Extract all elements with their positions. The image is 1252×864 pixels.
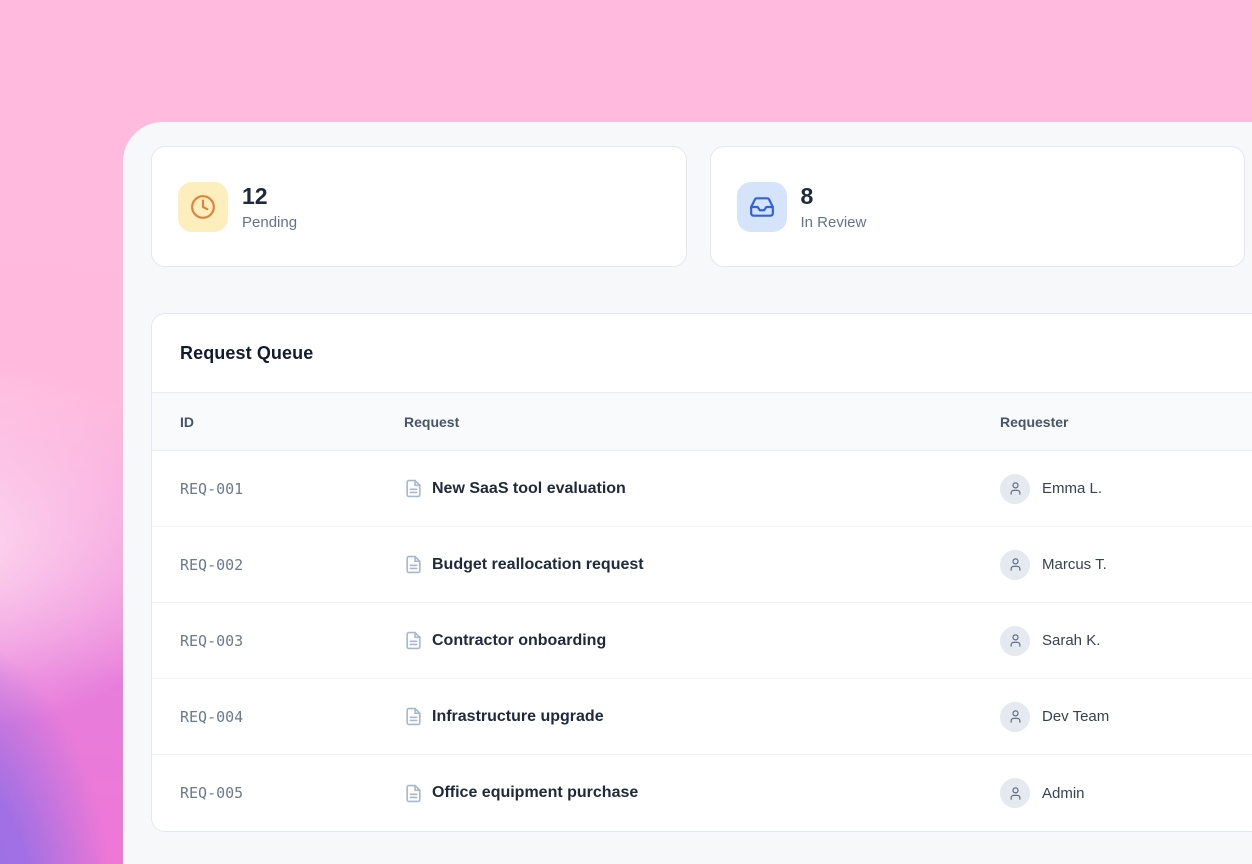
requester-name: Sarah K. xyxy=(1042,632,1101,649)
requester-name: Emma L. xyxy=(1042,480,1103,497)
table-row[interactable]: REQ-003 Contractor onboarding xyxy=(152,603,1252,679)
table-row[interactable]: REQ-001 New SaaS tool evaluation xyxy=(152,451,1252,527)
file-text-icon xyxy=(404,479,423,498)
stat-card-pending: 12 Pending xyxy=(151,146,687,267)
requester-name: Marcus T. xyxy=(1042,556,1107,573)
request-id: REQ-004 xyxy=(180,707,244,726)
requester-name: Dev Team xyxy=(1042,708,1110,725)
table-row[interactable]: REQ-002 Budget reallocation request xyxy=(152,527,1252,603)
file-text-icon xyxy=(404,707,423,726)
requester-cell: Sarah K. xyxy=(1000,625,1252,656)
request-queue-card: Request Queue ID Request Requester REQ-0… xyxy=(151,313,1252,832)
request-id: REQ-001 xyxy=(180,479,244,498)
requester-cell: Dev Team xyxy=(1000,701,1252,732)
requester-name: Admin xyxy=(1042,784,1085,802)
request-id: REQ-003 xyxy=(180,631,244,650)
user-avatar-icon xyxy=(1000,549,1030,580)
table-row[interactable]: REQ-004 Infrastructure upgrade xyxy=(152,679,1252,755)
file-text-icon xyxy=(404,784,423,803)
main-content: 12 Pending 8 In Review xyxy=(151,146,1252,832)
request-cell: Infrastructure upgrade xyxy=(404,707,1000,726)
request-id: REQ-002 xyxy=(180,555,244,574)
request-cell: Contractor onboarding xyxy=(404,631,1000,650)
request-title: Office equipment purchase xyxy=(432,784,639,801)
stat-text-in-review: 8 In Review xyxy=(801,182,867,231)
file-text-icon xyxy=(404,631,423,650)
stat-text-pending: 12 Pending xyxy=(242,182,297,231)
file-text-icon xyxy=(404,555,423,574)
stats-row: 12 Pending 8 In Review xyxy=(151,146,1245,267)
user-avatar-icon xyxy=(1000,778,1030,808)
in-review-count: 8 xyxy=(800,183,814,210)
request-title: Budget reallocation request xyxy=(432,555,644,573)
table-header-row: ID Request Requester xyxy=(152,393,1252,451)
clock-icon xyxy=(178,181,228,232)
column-header-requester: Requester xyxy=(1000,413,1069,430)
app-panel: 12 Pending 8 In Review xyxy=(123,122,1252,864)
requester-cell: Admin xyxy=(1000,778,1252,808)
request-cell: Budget reallocation request xyxy=(404,555,1000,574)
request-title: New SaaS tool evaluation xyxy=(432,479,626,497)
pending-count: 12 xyxy=(242,183,268,210)
user-avatar-icon xyxy=(1000,701,1030,732)
request-title: Infrastructure upgrade xyxy=(432,707,604,725)
request-cell: Office equipment purchase xyxy=(404,784,1000,803)
pending-label: Pending xyxy=(242,213,298,231)
column-header-id: ID xyxy=(180,413,194,430)
stat-card-in-review: 8 In Review xyxy=(709,146,1245,267)
inbox-icon xyxy=(736,181,787,232)
column-header-request: Request xyxy=(404,413,460,430)
request-cell: New SaaS tool evaluation xyxy=(404,479,1000,498)
table-title-bar: Request Queue xyxy=(152,314,1252,393)
request-id: REQ-005 xyxy=(180,784,244,802)
requester-cell: Marcus T. xyxy=(1000,549,1252,580)
user-avatar-icon xyxy=(1000,625,1030,656)
request-title: Contractor onboarding xyxy=(432,631,607,649)
in-review-label: In Review xyxy=(800,213,867,231)
requester-cell: Emma L. xyxy=(1000,473,1252,504)
table-row[interactable]: REQ-005 Office equipment purchase xyxy=(152,755,1252,831)
table-title: Request Queue xyxy=(180,342,314,363)
user-avatar-icon xyxy=(1000,473,1030,504)
